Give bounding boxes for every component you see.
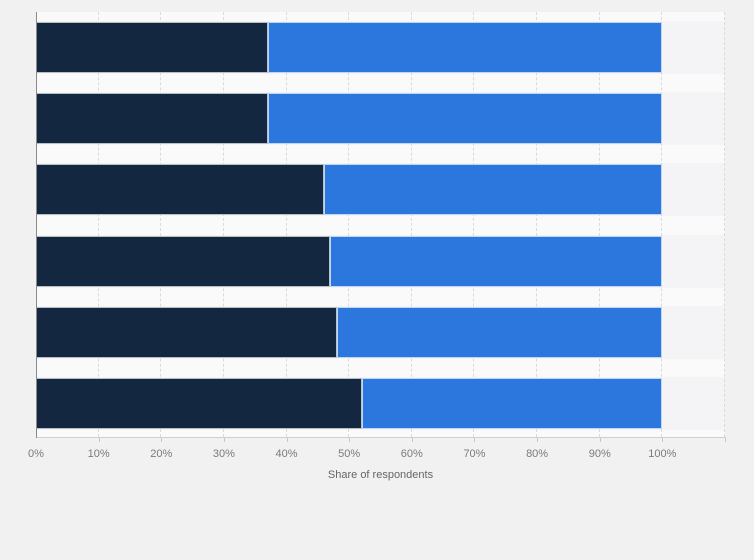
axis-tick <box>411 437 413 442</box>
plot-area <box>36 12 725 437</box>
bar-segment-dark-navy-segment[interactable] <box>36 22 268 73</box>
bar-segment-blue-segment[interactable] <box>324 164 663 216</box>
bar-segment-dark-navy-segment[interactable] <box>36 164 325 216</box>
x-axis-baseline <box>36 437 726 438</box>
y-axis-line <box>36 12 37 438</box>
bar-segment-blue-segment[interactable] <box>361 378 663 429</box>
axis-tick <box>223 437 225 442</box>
gridline <box>222 12 224 437</box>
gridline <box>348 12 350 437</box>
axis-tick <box>662 437 664 442</box>
gridline <box>97 12 99 437</box>
bar-row <box>36 306 725 358</box>
bar-row <box>36 93 725 145</box>
x-tick-label: 10% <box>87 448 110 460</box>
axis-tick <box>725 437 726 442</box>
bar-row <box>36 378 725 429</box>
x-tick-label: 50% <box>338 448 361 460</box>
bar-segment-blue-segment[interactable] <box>336 306 663 358</box>
gridline <box>598 12 600 437</box>
x-tick-label: 30% <box>212 448 235 460</box>
gridline <box>473 12 475 437</box>
bar-segment-dark-navy-segment[interactable] <box>36 235 331 287</box>
bar-segment-blue-segment[interactable] <box>267 93 663 145</box>
gridline <box>661 12 663 437</box>
bar-row <box>36 22 725 73</box>
axis-tick <box>161 437 163 442</box>
x-axis-title: Share of respondents <box>327 469 434 481</box>
x-tick-label: 80% <box>526 448 549 460</box>
x-tick-label: 60% <box>400 448 423 460</box>
x-tick-label: 20% <box>150 448 173 460</box>
gridline <box>536 12 538 437</box>
bar-segment-dark-navy-segment[interactable] <box>36 378 362 429</box>
bar-segment-dark-navy-segment[interactable] <box>36 93 268 145</box>
gridline <box>724 12 725 437</box>
axis-tick <box>98 437 100 442</box>
bar-segment-blue-segment[interactable] <box>330 235 663 287</box>
x-tick-label: 70% <box>463 448 486 460</box>
bar-segment-dark-navy-segment[interactable] <box>36 306 337 358</box>
axis-tick <box>349 437 351 442</box>
axis-tick <box>537 437 539 442</box>
axis-tick <box>474 437 476 442</box>
axis-tick <box>286 437 288 442</box>
bar-segment-blue-segment[interactable] <box>267 22 663 73</box>
bar-row <box>36 235 725 287</box>
x-tick-label: 100% <box>648 448 677 460</box>
gridline <box>285 12 287 437</box>
x-tick-label: 40% <box>275 448 298 460</box>
x-tick-label: 0% <box>28 448 44 460</box>
axis-tick <box>599 437 601 442</box>
gridline <box>160 12 162 437</box>
gridline <box>410 12 412 437</box>
bar-row <box>36 164 725 216</box>
x-tick-label: 90% <box>588 448 611 460</box>
